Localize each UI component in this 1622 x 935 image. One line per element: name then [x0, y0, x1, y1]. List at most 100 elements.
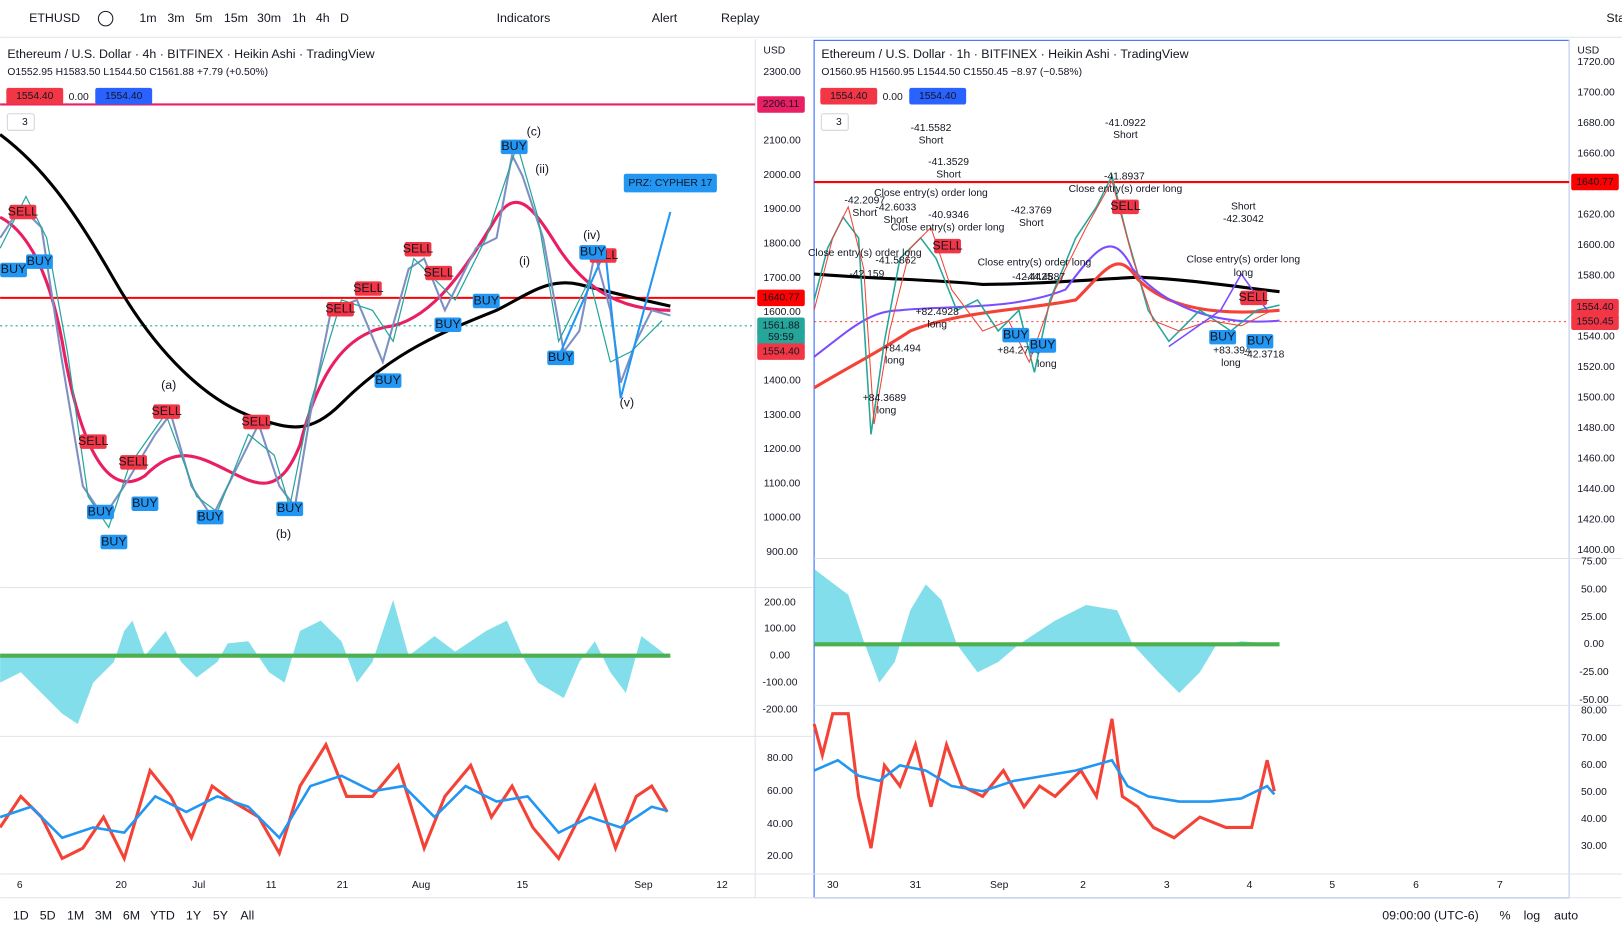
osc-tick: -200.00 — [762, 704, 797, 715]
strategy-label: +84.3689 — [863, 393, 907, 404]
interval[interactable]: D — [340, 11, 349, 25]
price-tag: 1550.45 — [1576, 316, 1614, 327]
date-tick: 11 — [266, 880, 277, 891]
log-toggle[interactable]: log — [1524, 909, 1541, 923]
price-tick: 1620.00 — [1577, 209, 1615, 220]
strategy-label: -42.6033 — [875, 203, 916, 214]
percent-toggle[interactable]: % — [1499, 909, 1510, 923]
wave-label: (v) — [620, 396, 634, 410]
indicators-button[interactable]: Indicators — [497, 11, 551, 25]
range-button[interactable]: 1M — [67, 909, 84, 923]
osc-tick: 0.00 — [770, 650, 790, 661]
interval[interactable]: 15m — [224, 11, 248, 25]
price-tick: 1660.00 — [1577, 148, 1615, 159]
price-tick: 1400.00 — [763, 376, 801, 387]
price-tick: 1720.00 — [1577, 57, 1615, 68]
badge-bg — [6, 87, 64, 105]
strategy-label: +83.394 — [1213, 345, 1251, 356]
signal: SELL — [8, 204, 38, 218]
range-button[interactable]: 1D — [13, 909, 29, 923]
strategy-label: +82.4928 — [915, 307, 959, 318]
interval[interactable]: 1h — [292, 11, 306, 25]
badge-bg — [95, 87, 153, 105]
moving-average — [0, 200, 671, 485]
signal: BUY — [88, 504, 114, 518]
study-toggle[interactable] — [820, 113, 849, 131]
signal-bg — [472, 293, 500, 309]
alert-button[interactable]: Alert — [652, 11, 678, 25]
price-tick: 1200.00 — [763, 444, 801, 455]
signal-bg — [86, 504, 114, 520]
strategy-label: long — [1221, 358, 1241, 369]
interval[interactable]: 30m — [257, 11, 281, 25]
auto-toggle[interactable]: auto — [1554, 909, 1578, 923]
date-tick: 20 — [115, 880, 127, 891]
signal: BUY — [375, 373, 401, 387]
range-button[interactable]: 3M — [95, 909, 112, 923]
price-series — [0, 151, 671, 520]
rsi-signal — [0, 774, 668, 840]
range-button[interactable]: 6M — [123, 909, 140, 923]
price-tag-bg — [757, 96, 805, 113]
strategy-label: Close entry(s) order long — [1069, 184, 1183, 195]
price-tick: 2100.00 — [763, 136, 801, 147]
price-tag: 2206.11 — [763, 99, 800, 110]
strategy-label: -41.0922 — [1105, 118, 1146, 129]
interval[interactable]: 3m — [167, 11, 184, 25]
price-series — [813, 179, 1273, 425]
date-tick: 12 — [716, 880, 728, 891]
range-button[interactable]: 1Y — [186, 909, 201, 923]
date-tick: 5 — [1329, 880, 1335, 891]
study-toggle[interactable] — [6, 113, 35, 131]
interval[interactable]: 5m — [195, 11, 212, 25]
range-button[interactable]: All — [240, 909, 254, 923]
interval[interactable]: 1m — [139, 11, 156, 25]
price-tag: 1640.77 — [1576, 177, 1614, 188]
strategy-label: Close entry(s) order long — [978, 257, 1092, 268]
signal: BUY — [501, 139, 527, 153]
signal-bg — [276, 501, 304, 517]
rsi-tick: 80.00 — [767, 753, 793, 764]
timezone[interactable]: 09:00:00 (UTC-6) — [1382, 909, 1479, 923]
signal-bg — [425, 265, 453, 281]
more-button[interactable]: Sta — [1606, 11, 1622, 25]
ohlc: O1560.95 H1560.95 L1544.50 C1550.45 −8.9… — [821, 67, 1082, 78]
date-tick: 6 — [17, 880, 23, 891]
wave-label: (b) — [276, 527, 291, 541]
oscillator-histogram — [0, 599, 668, 725]
signal-bg — [131, 496, 159, 511]
interval[interactable]: 4h — [316, 11, 330, 25]
price-tag-bg — [757, 289, 805, 307]
range-button[interactable]: 5Y — [213, 909, 228, 923]
date-tick: Sep — [634, 880, 653, 891]
price-tick: 1680.00 — [1577, 118, 1615, 129]
ohlc: O1552.95 H1583.50 L1544.50 C1561.88 +7.7… — [7, 67, 268, 78]
pane-title: Ethereum / U.S. Dollar · 4h · BITFINEX ·… — [7, 47, 374, 61]
signal-bg — [1240, 290, 1268, 306]
symbol[interactable]: ETHUSD — [29, 11, 80, 25]
range-button[interactable]: 5D — [40, 909, 56, 923]
signal: BUY — [197, 509, 223, 523]
strategy-label: long — [885, 356, 905, 367]
strategy-label: long — [877, 405, 897, 416]
strategy-label: Short — [1231, 202, 1256, 213]
osc-tick: -50.00 — [1579, 695, 1609, 706]
rsi-line — [812, 712, 1276, 849]
strategy-label: Close entry(s) order long — [874, 188, 988, 199]
strategy-label: +84.494 — [883, 343, 921, 354]
signal-bg — [934, 238, 961, 254]
signal-bg — [326, 302, 354, 317]
wave-label: (a) — [161, 378, 176, 392]
signal-bg — [196, 509, 224, 525]
signal: SELL — [1238, 290, 1268, 304]
range-button[interactable]: YTD — [150, 909, 175, 923]
strategy-label: -41.5862 — [875, 255, 916, 266]
badge: 1554.40 — [919, 91, 957, 102]
signal-bg — [153, 404, 181, 419]
strategy-label: Short — [919, 135, 944, 146]
add-symbol[interactable] — [97, 10, 114, 27]
price-tag-bg — [757, 328, 805, 346]
wave-label: (iv) — [583, 228, 600, 242]
replay-button[interactable]: Replay — [721, 11, 760, 25]
